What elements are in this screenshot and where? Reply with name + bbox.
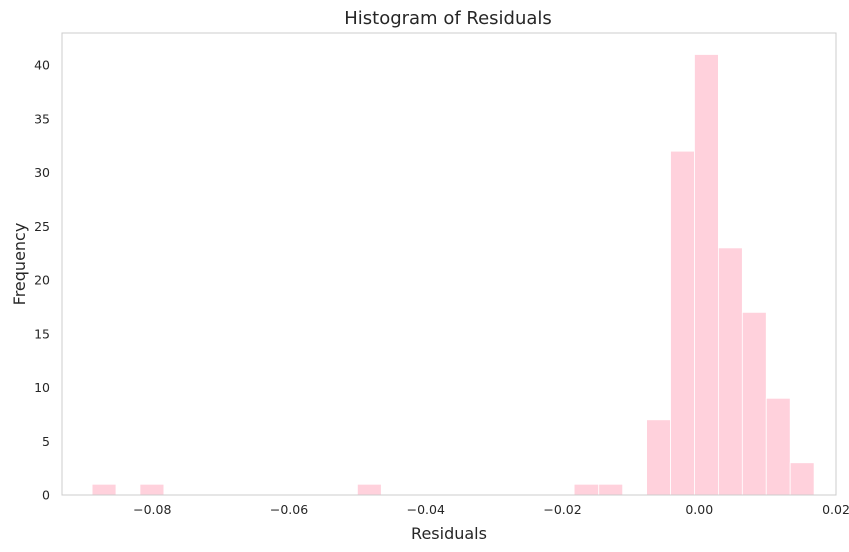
y-tick-label: 40 xyxy=(34,58,50,73)
y-tick-label: 10 xyxy=(34,380,50,395)
histogram-bar xyxy=(718,247,743,496)
histogram-bar xyxy=(598,483,624,496)
x-tick-labels: −0.08 −0.06 −0.04 −0.02 0.00 0.02 xyxy=(133,502,849,517)
histogram-bar xyxy=(765,397,791,496)
y-tick-label: 35 xyxy=(34,111,50,126)
histogram-bar xyxy=(646,419,671,496)
histogram-bar xyxy=(356,483,382,496)
x-tick-label: −0.04 xyxy=(407,502,445,517)
y-tick-label: 0 xyxy=(42,488,50,503)
y-tick-label: 15 xyxy=(34,326,50,341)
y-tick-label: 20 xyxy=(34,273,50,288)
histogram-bar xyxy=(694,54,719,496)
histogram-bar xyxy=(91,483,117,496)
histogram-bar xyxy=(670,150,695,496)
x-tick-label: −0.02 xyxy=(543,502,581,517)
histogram-bar xyxy=(789,462,815,496)
y-tick-label: 25 xyxy=(34,219,50,234)
plot-frame xyxy=(61,32,837,496)
y-axis-label: Frequency xyxy=(10,223,29,306)
x-tick-label: −0.08 xyxy=(133,502,171,517)
y-tick-label: 30 xyxy=(34,165,50,180)
histogram-bar xyxy=(741,311,767,496)
histogram-bar xyxy=(139,483,165,496)
y-tick-label: 5 xyxy=(42,434,50,449)
chart-title: Histogram of Residuals xyxy=(344,8,552,29)
x-tick-label: −0.06 xyxy=(270,502,308,517)
x-tick-label: 0.00 xyxy=(685,502,713,517)
y-tick-labels: 0 5 10 15 20 25 30 35 40 xyxy=(34,58,50,503)
x-tick-label: 0.02 xyxy=(822,502,849,517)
x-axis-label: Residuals xyxy=(411,524,487,543)
bars-group xyxy=(91,54,815,496)
histogram-bar xyxy=(573,483,600,496)
